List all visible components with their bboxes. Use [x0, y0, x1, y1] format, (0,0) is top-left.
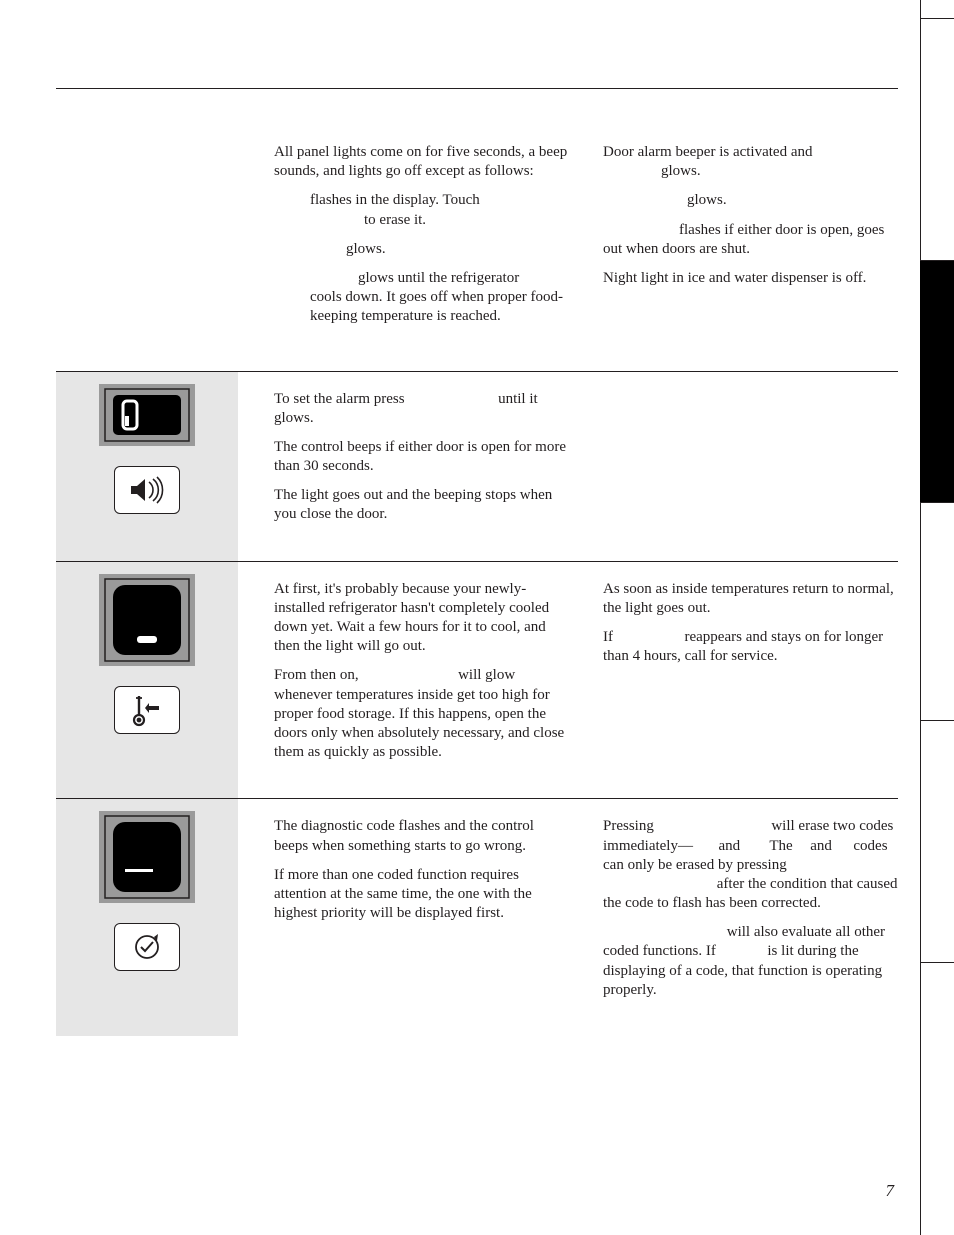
p: If reappears and stays on for longer tha… — [603, 628, 898, 666]
section-startup-iconcol — [56, 89, 238, 371]
page-number: 7 — [886, 1181, 895, 1201]
tab-active — [920, 260, 954, 502]
p: Night light in ice and water dispenser i… — [603, 269, 898, 288]
bullet: glows until the refrigerator cools down.… — [274, 269, 569, 327]
p: To set the alarm press until it glows. — [274, 390, 569, 428]
door-alarm-col2 — [603, 390, 898, 535]
door-alarm-iconcol — [56, 372, 238, 561]
section-diagnostic: The diagnostic code flashes and the cont… — [56, 799, 898, 1036]
p: glows. — [603, 191, 898, 210]
section-warm-temp: At first, it's probably because your new… — [56, 562, 898, 799]
tab-rule — [920, 18, 954, 19]
bullet: flashes in the display. Touch to erase i… — [274, 191, 569, 229]
diagnostic-col1: The diagnostic code flashes and the cont… — [274, 817, 569, 1010]
diagnostic-display-icon — [99, 811, 195, 903]
warm-temp-display-icon — [99, 574, 195, 666]
section-startup-col2: Door alarm beeper is activated and glows… — [603, 143, 898, 337]
section-door-alarm: To set the alarm press until it glows. T… — [56, 372, 898, 561]
tab-rule — [920, 260, 954, 261]
system-check-icon — [114, 923, 180, 971]
p: If more than one coded function requires… — [274, 866, 569, 924]
tab-rule — [920, 720, 954, 721]
manual-page: All panel lights come on for five second… — [0, 0, 954, 1084]
speaker-icon — [114, 466, 180, 514]
p: flashes if either door is open, goes out… — [603, 221, 898, 259]
p: The light goes out and the beeping stops… — [274, 486, 569, 524]
side-tab-strip — [920, 0, 954, 1235]
warm-temp-col1: At first, it's probably because your new… — [274, 580, 569, 773]
p: From then on, will glow whenever tempera… — [274, 666, 569, 762]
thermometer-icon — [114, 686, 180, 734]
p: The control beeps if either door is open… — [274, 438, 569, 476]
section-startup-col1: All panel lights come on for five second… — [274, 143, 569, 337]
p: As soon as inside temperatures return to… — [603, 580, 898, 618]
section-startup: All panel lights come on for five second… — [56, 89, 898, 371]
bullet: glows. — [274, 240, 569, 259]
diagnostic-col2: Pressing will erase two codes immediatel… — [603, 817, 898, 1010]
p: At first, it's probably because your new… — [274, 580, 569, 657]
warm-temp-col2: As soon as inside temperatures return to… — [603, 580, 898, 773]
door-alarm-col1: To set the alarm press until it glows. T… — [274, 390, 569, 535]
p: Pressing will erase two codes immediatel… — [603, 817, 898, 913]
p: Door alarm beeper is activated and glows… — [603, 143, 898, 181]
p: will also evaluate all other coded funct… — [603, 923, 898, 1000]
diagnostic-iconcol — [56, 799, 238, 1036]
warm-temp-iconcol — [56, 562, 238, 799]
door-open-display-icon — [99, 384, 195, 446]
p: The diagnostic code flashes and the cont… — [274, 817, 569, 855]
tab-rule — [920, 962, 954, 963]
p: All panel lights come on for five second… — [274, 143, 569, 181]
tab-rule — [920, 502, 954, 503]
